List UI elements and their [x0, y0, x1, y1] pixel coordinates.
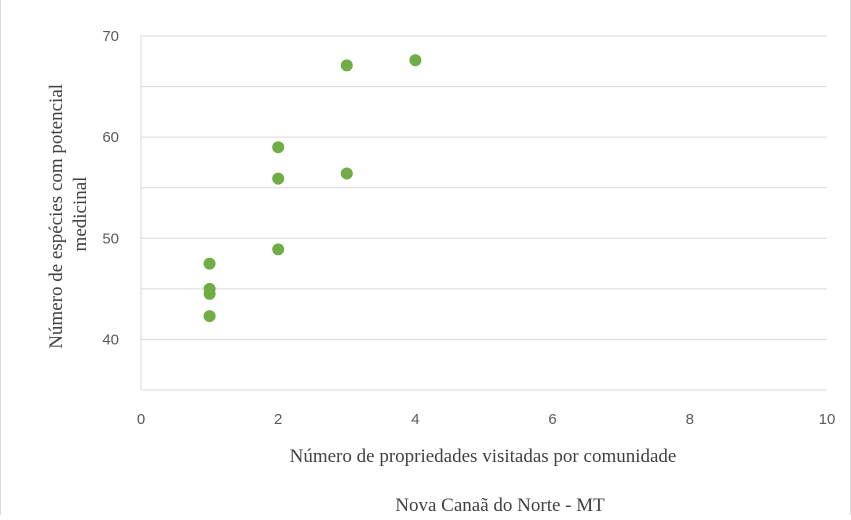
x-tick-label-2: 2	[274, 411, 282, 428]
x-tick-label-6: 6	[548, 411, 556, 428]
data-point-0-4	[272, 141, 285, 154]
data-point-0-0	[203, 257, 216, 270]
data-point-0-8	[340, 167, 353, 180]
y-axis-title-line-1: Número de espécies com potencial	[46, 84, 67, 349]
data-point-0-9	[409, 54, 422, 67]
data-point-0-3	[203, 310, 216, 323]
y-tick-label-60: 60	[102, 129, 119, 146]
data-point-0-7	[340, 59, 353, 72]
chart-left-border	[0, 0, 1, 515]
y-axis-title: Número de espécies com potencial medicin…	[46, 79, 91, 349]
data-points	[203, 54, 422, 323]
x-tick-label-10: 10	[819, 411, 836, 428]
gridlines	[141, 35, 827, 340]
y-tick-label-70: 70	[102, 28, 119, 45]
y-axis-title-line-2: medicinal	[70, 177, 91, 252]
data-point-0-2	[203, 287, 216, 300]
data-point-0-5	[272, 172, 285, 185]
y-tick-label-50: 50	[102, 230, 119, 247]
chart-caption: Nova Canaã do Norte - MT	[395, 495, 605, 515]
x-tick-label-4: 4	[411, 411, 419, 428]
axes	[140, 35, 827, 391]
data-point-0-6	[272, 243, 285, 256]
x-tick-label-8: 8	[686, 411, 694, 428]
tick-labels: 40 50 60 70 0 2 4 6 8 10	[102, 28, 835, 428]
x-tick-label-0: 0	[137, 411, 145, 428]
x-axis-title: Número de propriedades visitadas por com…	[290, 446, 677, 467]
y-tick-label-40: 40	[102, 331, 119, 348]
